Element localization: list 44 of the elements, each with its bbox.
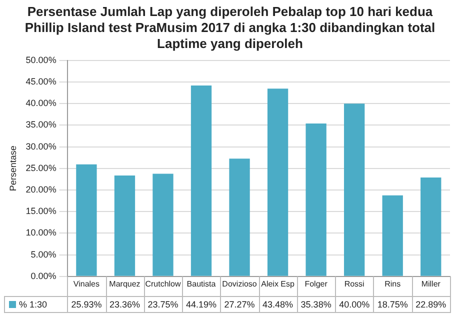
data-label: 27.27% [224,299,255,310]
bar [76,164,97,276]
bar [306,124,326,276]
x-tick-label: Crutchlow [145,279,181,288]
bar [114,175,136,276]
x-tick-label: Rossi [344,279,365,288]
y-tick-label: 10.00% [26,228,56,238]
y-tick-label: 15.00% [26,206,56,216]
y-tick-label: 20.00% [26,184,56,194]
chart-title: Persentase Jumlah Lap yang diperoleh Pebalap top 10 hari kedua Phillip Island test PraMusim 2017 di angka 1:30 dibandingkan total Laptime yang diperoleh [24,4,436,52]
bar [190,86,212,276]
legend-label: % 1:30 [19,299,48,310]
y-tick-label: 0.00% [30,270,56,281]
y-tick-label: 45.00% [26,76,56,86]
x-tick-label: Aleix Esp [261,279,296,288]
bar [420,178,442,276]
y-tick-label: 5.00% [30,249,56,260]
x-tick-label: Marquez [109,279,140,288]
x-tick-label: Dovizioso [222,279,258,288]
y-tick-label: 50.00% [26,54,56,65]
x-tick-label: Rins [384,279,401,288]
bar [382,195,403,276]
data-label: 23.75% [148,299,178,310]
data-label: 25.93% [71,299,102,310]
bar [344,104,365,276]
x-tick-label: Vinales [73,279,100,288]
data-label: 22.89% [416,299,446,310]
bar [152,174,174,276]
data-label: 18.75% [377,299,408,310]
x-tick-label: Bautista [186,279,216,288]
data-label: 43.48% [262,299,294,310]
data-label: 35.38% [300,299,332,310]
bar [267,88,288,276]
data-label: 44.19% [186,299,217,310]
x-tick-label: Folger [304,279,328,288]
x-tick-label: Miller [421,279,441,288]
data-label: 40.00% [339,299,370,310]
y-tick-label: 35.00% [26,120,56,130]
y-axis-title: Persentase [8,146,18,192]
y-tick-label: 40.00% [26,98,56,108]
y-tick-label: 25.00% [26,162,56,173]
data-label: 23.36% [109,299,140,310]
bar [229,158,250,276]
y-tick-label: 30.00% [26,141,56,152]
